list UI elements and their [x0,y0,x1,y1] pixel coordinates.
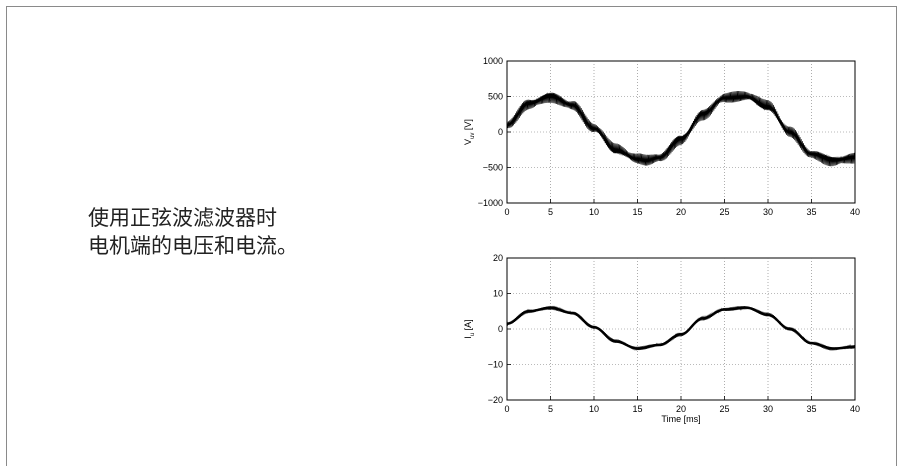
voltage-ylabel: Vuv [V] [463,119,476,145]
current-xtick-label: 30 [763,404,773,414]
voltage-xtick-label: 10 [589,207,599,217]
voltage-xtick-label: 25 [719,207,729,217]
current-ylabel: Iu [A] [463,319,476,338]
voltage-xtick-label: 0 [504,207,509,217]
current-xtick-label: 5 [548,404,553,414]
voltage-xtick-label: 35 [806,207,816,217]
voltage-ytick-label: 500 [488,92,503,102]
current-xtick-label: 20 [676,404,686,414]
voltage-ytick-label: −500 [483,163,503,173]
current-ytick-label: 10 [493,289,503,299]
content-frame [6,6,897,466]
voltage-series-ripple [506,90,856,167]
current-xtick-label: 35 [806,404,816,414]
voltage-xtick-label: 40 [850,207,860,217]
voltage-ytick-label: 0 [498,127,503,137]
current-ytick-label: −10 [488,360,503,370]
voltage-xtick-label: 15 [632,207,642,217]
caption: 使用正弦波滤波器时 电机端的电压和电流。 [88,204,418,260]
caption-line-1: 使用正弦波滤波器时 [88,206,277,230]
voltage-ytick-label: 1000 [483,56,503,66]
voltage-series-line [506,95,856,162]
voltage-ytick-label: −1000 [478,198,503,208]
caption-line-2: 电机端的电压和电流。 [88,234,298,258]
current-xtick-label: 40 [850,404,860,414]
voltage-xtick-label: 5 [548,207,553,217]
current-ytick-label: 20 [493,253,503,263]
current-series-line [506,306,856,350]
current-chart: 0 5 10 15 20 25 30 35 40 20 10 0 −10 −20 Iu [A] Time [m… [463,253,860,424]
current-xtick-label: 15 [632,404,642,414]
current-xtick-label: 25 [719,404,729,414]
current-ytick-label: 0 [498,324,503,334]
current-ytick-label: −20 [488,395,503,405]
current-xtick-label: 0 [504,404,509,414]
current-xlabel: Time [ms] [661,414,700,424]
voltage-xtick-label: 30 [763,207,773,217]
voltage-xtick-label: 20 [676,207,686,217]
voltage-chart: 0 5 10 15 20 25 30 35 40 1000 500 0 −500 −1000 Vuv [V] [463,56,860,217]
current-xtick-label: 10 [589,404,599,414]
